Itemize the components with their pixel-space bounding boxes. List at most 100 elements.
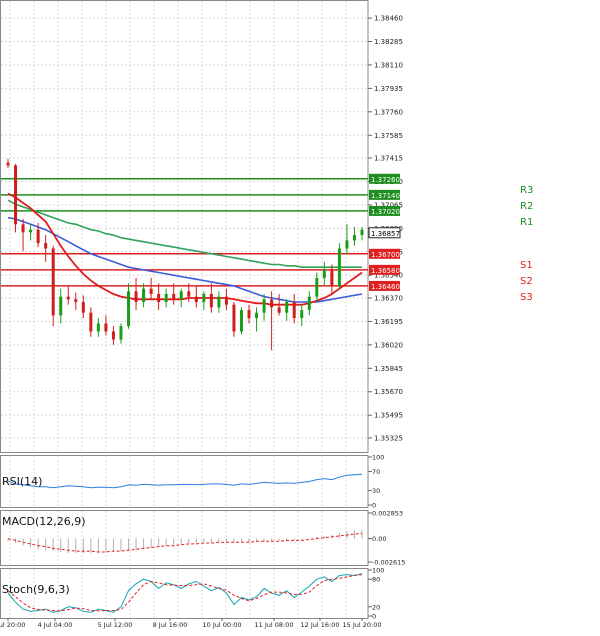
price-tick-label: 1.35845 xyxy=(374,365,403,373)
candle-body xyxy=(74,299,78,303)
stoch-tick-label: 0 xyxy=(372,613,376,621)
time-axis-label: 12 Jul 16:00 xyxy=(301,621,340,629)
candle-body xyxy=(337,248,341,286)
candle-body xyxy=(352,235,356,241)
candle-body xyxy=(81,302,85,313)
candle-body xyxy=(14,165,18,225)
candle-body xyxy=(164,293,168,303)
level-name-r1: R1 xyxy=(520,217,533,228)
stoch-d-line xyxy=(7,574,363,612)
current-price-tag-bg xyxy=(368,227,401,239)
rsi-line xyxy=(7,473,363,489)
candle-body xyxy=(209,293,213,308)
candle-body xyxy=(44,243,48,249)
price-tick-label: 1.36540 xyxy=(374,272,403,280)
candle-body xyxy=(315,277,319,297)
candle-body xyxy=(277,307,281,313)
candle-body xyxy=(119,326,123,340)
price-tick-label: 1.36195 xyxy=(374,318,403,326)
macd-tick-label: 0.00 xyxy=(372,535,386,543)
ma-mid-line xyxy=(7,216,363,303)
candle-body xyxy=(345,240,349,249)
candle-body xyxy=(292,302,296,319)
candle-body xyxy=(157,293,161,303)
level-price-tag-bg xyxy=(369,248,400,259)
price-tick-label: 1.35670 xyxy=(374,388,403,396)
level-price-tag: 1.37140 xyxy=(371,192,400,200)
candle-body xyxy=(111,331,115,340)
rsi-tick-label: 30 xyxy=(372,487,380,495)
rsi-label: RSI(14) xyxy=(2,475,42,488)
price-tick-label: 1.38285 xyxy=(374,38,403,46)
price-tick-label: 1.37935 xyxy=(374,85,403,93)
macd-tick-label: -0.002615 xyxy=(372,559,405,567)
level-price-tag-bg xyxy=(369,280,400,291)
candle-body xyxy=(194,296,198,303)
candle-body xyxy=(360,229,364,236)
level-price-tag-bg xyxy=(369,205,400,216)
level-price-tag: 1.36700 xyxy=(371,251,400,259)
candle-body xyxy=(224,296,228,305)
level-price-tag: 1.37020 xyxy=(371,208,400,216)
price-tick-label: 1.36020 xyxy=(374,341,403,349)
candle-body xyxy=(247,310,251,319)
price-tick-label: 1.37065 xyxy=(374,201,403,209)
candle-body xyxy=(96,323,100,332)
rsi-tick-label: 70 xyxy=(372,468,380,476)
rsi-tick-label: 0 xyxy=(372,502,376,510)
level-name-s1: S1 xyxy=(520,260,533,271)
level-price-tag-bg xyxy=(369,264,400,275)
time-axis-label: 15 Jul 20:00 xyxy=(343,621,382,629)
candle-body xyxy=(149,288,153,294)
candle-body xyxy=(127,291,131,327)
candle-body xyxy=(6,162,10,166)
price-tick-label: 1.35495 xyxy=(374,412,403,420)
level-price-tag-bg xyxy=(369,173,400,184)
candle-body xyxy=(255,312,259,319)
current-price-tag: 1.36857 xyxy=(371,230,400,238)
macd-label: MACD(12,26,9) xyxy=(2,515,86,528)
candle-body xyxy=(322,269,326,278)
candle-body xyxy=(21,224,25,233)
stoch-tick-label: 80 xyxy=(372,576,380,584)
rsi-tick-label: 100 xyxy=(372,454,384,462)
candle-body xyxy=(179,291,183,300)
candle-body xyxy=(217,296,221,308)
candle-body xyxy=(59,296,63,316)
candle-body xyxy=(262,299,266,313)
time-axis-label: 11 Jul 08:00 xyxy=(255,621,294,629)
candle-body xyxy=(285,302,289,313)
candle-body xyxy=(142,288,146,303)
time-axis-label: 5 Jul 12:00 xyxy=(98,621,133,629)
candle-body xyxy=(104,323,108,332)
stoch-tick-label: 100 xyxy=(372,567,384,575)
level-price-tag: 1.36460 xyxy=(371,283,400,291)
price-tick-label: 1.37415 xyxy=(374,155,403,163)
price-tick-label: 1.37760 xyxy=(374,108,403,116)
candle-body xyxy=(66,296,70,300)
time-axis-label: 4 Jul 04:00 xyxy=(38,621,73,629)
level-price-tag-bg xyxy=(369,189,400,200)
macd-panel-frame xyxy=(0,510,369,566)
price-tick-label: 1.37585 xyxy=(374,132,403,140)
ma-fast-line xyxy=(7,192,363,306)
candle-body xyxy=(134,291,138,303)
candle-body xyxy=(330,269,334,286)
candle-body xyxy=(51,248,55,316)
level-name-s2: S2 xyxy=(520,276,533,287)
level-price-tag: 1.37260 xyxy=(371,176,400,184)
stoch-label: Stoch(9,6,3) xyxy=(2,583,70,596)
level-name-s3: S3 xyxy=(520,292,533,303)
candle-body xyxy=(300,310,304,319)
stoch-tick-label: 20 xyxy=(372,603,380,611)
time-axis-label: 10 Jul 00:00 xyxy=(203,621,242,629)
candle-body xyxy=(187,291,191,297)
candle-body xyxy=(307,296,311,311)
candle-body xyxy=(239,310,243,332)
candle-body xyxy=(89,312,93,332)
rsi-panel-frame xyxy=(0,455,369,508)
candle-body xyxy=(29,229,33,233)
candle-body xyxy=(232,304,236,332)
